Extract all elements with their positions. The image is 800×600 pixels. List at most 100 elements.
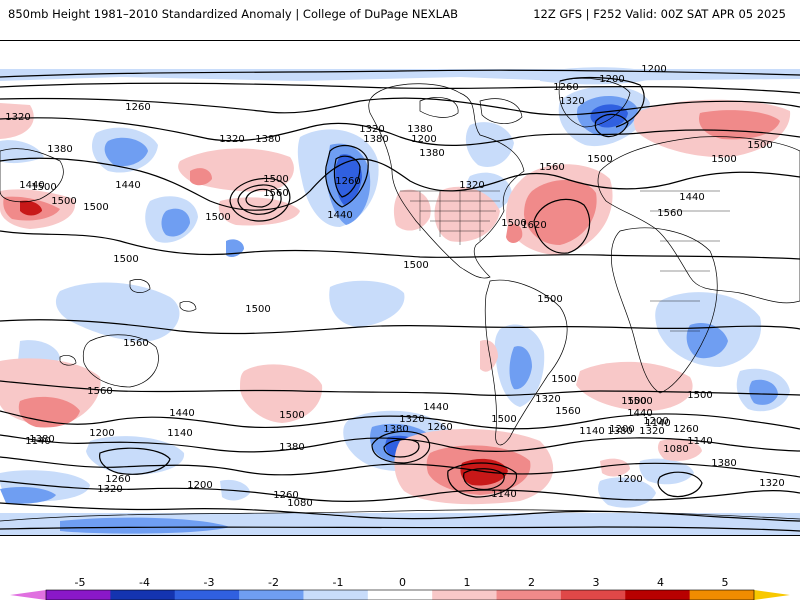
political-borders <box>400 190 730 332</box>
contour-label: 1440 <box>627 408 652 419</box>
colorbar-outline <box>45 589 755 600</box>
colorbar-swatch <box>303 590 369 600</box>
contour-label: 1380 <box>29 434 54 445</box>
contour-label: 1500 <box>711 154 736 165</box>
contour-label: 1440 <box>327 210 352 221</box>
contour-label: 1380 <box>255 134 280 145</box>
contour-label: 1560 <box>657 208 682 219</box>
contour-label: 1140 <box>645 418 670 429</box>
colorbar-tick-label: 3 <box>592 576 600 589</box>
colorbar-tick-label: 2 <box>528 576 535 589</box>
contour-label: 1500 <box>551 374 576 385</box>
contour-label: 1500 <box>687 390 712 401</box>
contour-label: 1320 <box>759 478 784 489</box>
contour-label: 1440 <box>423 402 448 413</box>
contour-label: 1500 <box>245 304 270 315</box>
contour-label: 1440 <box>115 180 140 191</box>
contour-label: 1320 <box>97 484 122 495</box>
contour-label: 1320 <box>535 394 560 405</box>
colorbar-tick-label: -1 <box>332 576 344 589</box>
contour-label: 1500 <box>279 410 304 421</box>
colorbar-swatch <box>239 590 304 600</box>
contour-label: 1380 <box>419 148 444 159</box>
contour-label: 1560 <box>555 406 580 417</box>
contour-label: 1260 <box>335 176 360 187</box>
contour-label: 1500 <box>51 196 76 207</box>
contour-label: 1260 <box>0 41 13 44</box>
colorbar-swatch <box>432 590 498 600</box>
contour-label: 1560 <box>539 162 564 173</box>
contour-label: 1500 <box>501 218 526 229</box>
contour-label: 1260 <box>105 474 130 485</box>
positive-anomaly-shading <box>0 99 791 505</box>
contour-label: 1320 <box>639 426 664 437</box>
contour-label: 1320 <box>359 124 384 135</box>
contour-label: 1500 <box>491 414 516 425</box>
contour-label: 1200 <box>411 134 436 145</box>
contour-label: 1200 <box>641 64 666 75</box>
contour-label: 1560 <box>87 386 112 397</box>
contour-label: 1320 <box>559 96 584 107</box>
contour-label: 1500 <box>587 154 612 165</box>
contour-label: 1380 <box>363 134 388 145</box>
contour-label: 1260 <box>273 490 298 501</box>
header-bar: 850mb Height 1981–2010 Standardized Anom… <box>0 0 800 38</box>
contour-label: 1380 <box>47 144 72 155</box>
contour-label: 1260 <box>673 424 698 435</box>
contour-label: 1500 <box>537 294 562 305</box>
contour-label: 1500 <box>113 254 138 265</box>
colorbar-tick-label: 5 <box>721 576 729 589</box>
contour-label: 1320 <box>5 112 30 123</box>
contour-label: 1200 <box>599 74 624 85</box>
contour-label: 1320 <box>399 414 424 425</box>
contour-label: 1380 <box>383 424 408 435</box>
colorbar-swatch <box>560 590 626 600</box>
contour-label: 1620 <box>521 220 546 231</box>
colorbar-swatch <box>367 590 433 600</box>
contour-label: 1380 <box>407 124 432 135</box>
colorbar-swatch <box>625 590 691 600</box>
contour-label: 1260 <box>427 422 452 433</box>
contour-label: 1380 <box>711 458 736 469</box>
contour-label: 1140 <box>579 426 604 437</box>
colorbar-tick-label: 0 <box>399 576 406 589</box>
contour-label: 1200 <box>89 428 114 439</box>
contour-label: 1500 <box>263 174 288 185</box>
contour-label: 1140 <box>491 489 516 500</box>
contour-label: 1080 <box>663 444 688 455</box>
contour-label: 1560 <box>123 338 148 349</box>
contour-label: 1500 <box>31 182 56 193</box>
map-title: 850mb Height 1981–2010 Standardized Anom… <box>8 7 459 21</box>
contour-label: 1260 <box>125 102 150 113</box>
contour-label: 1440 <box>679 192 704 203</box>
model-run-info: 12Z GFS | F252 Valid: 00Z SAT APR 05 202… <box>533 7 786 21</box>
contour-label: 1500 <box>747 140 772 151</box>
contour-label: 1140 <box>687 436 712 447</box>
colorbar: -5 -4 -3 -2 -1 0 1 2 3 4 5 <box>0 560 800 600</box>
colorbar-svg <box>10 589 790 600</box>
contour-label: 1080 <box>287 498 312 509</box>
contour-label: 1440 <box>169 408 194 419</box>
contour-label: 1200 <box>187 480 212 491</box>
anomaly-map[interactable]: 1200 1200 1260 1320 1260 1320 1320 1380 1320 1380… <box>0 40 800 536</box>
colorbar-swatch <box>46 590 111 600</box>
colorbar-tick-label: -4 <box>139 576 150 589</box>
colorbar-tick-label: 1 <box>463 576 471 589</box>
contour-label: 1380 <box>607 426 632 437</box>
contour-label: 1200 <box>617 474 642 485</box>
contour-label: 1560 <box>263 188 288 199</box>
contour-label: 1500 <box>83 202 108 213</box>
contour-label: 1140 <box>25 436 50 447</box>
contour-label: 1440 <box>19 180 44 191</box>
contour-label: 1500 <box>205 212 230 223</box>
colorbar-tick-label: -5 <box>74 576 86 589</box>
colorbar-swatch <box>110 590 176 600</box>
colorbar-swatch <box>174 590 240 600</box>
contour-label: 1200 <box>643 416 668 427</box>
contour-label: 1500 <box>627 396 652 407</box>
colorbar-tick-label: -2 <box>268 576 279 589</box>
height-contours <box>0 69 800 532</box>
contour-label: 1500 <box>621 396 646 407</box>
